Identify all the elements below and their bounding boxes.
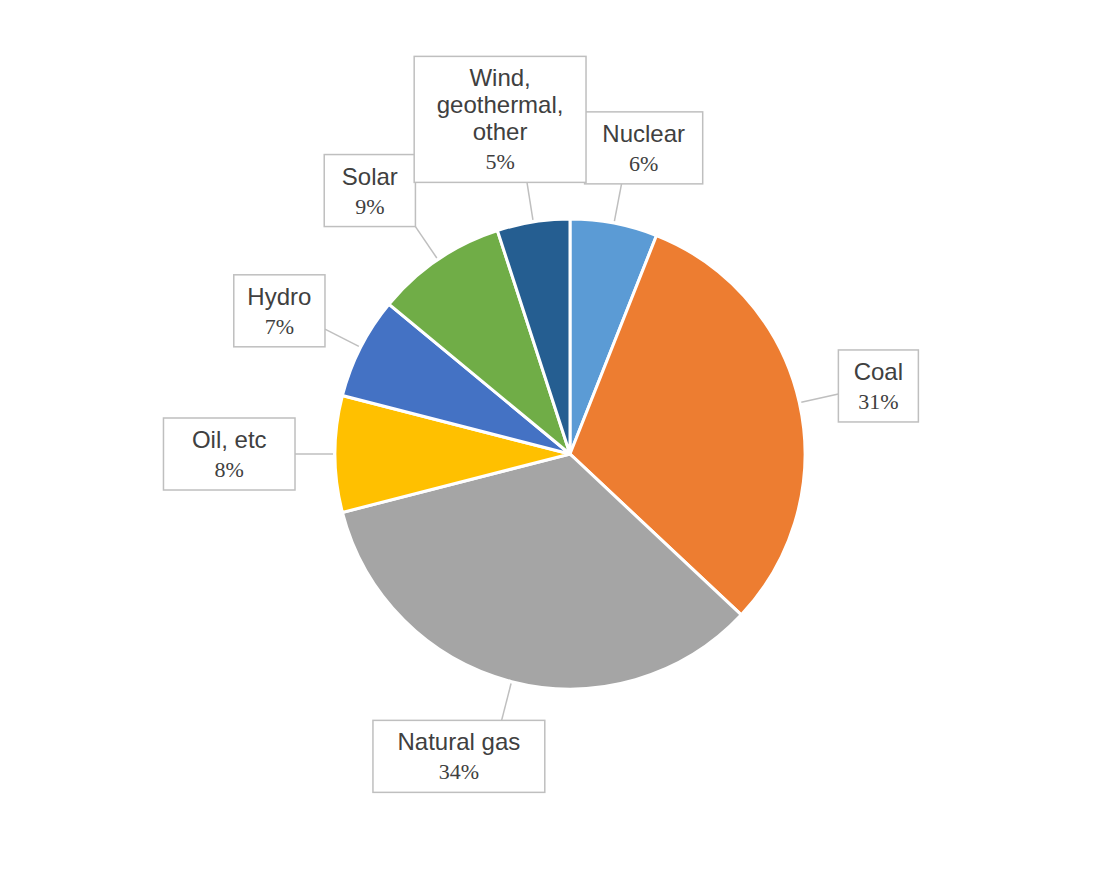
svg-text:Nuclear: Nuclear bbox=[602, 120, 685, 147]
svg-text:Hydro: Hydro bbox=[247, 283, 311, 310]
svg-text:Wind,: Wind, bbox=[469, 64, 530, 91]
svg-text:Natural gas: Natural gas bbox=[398, 728, 521, 755]
svg-text:Coal: Coal bbox=[854, 358, 903, 385]
svg-text:9%: 9% bbox=[355, 194, 384, 219]
svg-text:8%: 8% bbox=[215, 457, 244, 482]
svg-text:6%: 6% bbox=[629, 151, 658, 176]
svg-text:Solar: Solar bbox=[342, 163, 398, 190]
svg-text:geothermal,: geothermal, bbox=[437, 91, 564, 118]
svg-text:Oil, etc: Oil, etc bbox=[192, 426, 267, 453]
svg-text:31%: 31% bbox=[858, 389, 898, 414]
svg-text:34%: 34% bbox=[439, 759, 479, 784]
svg-text:other: other bbox=[473, 118, 528, 145]
svg-text:5%: 5% bbox=[485, 149, 514, 174]
svg-text:7%: 7% bbox=[265, 314, 294, 339]
